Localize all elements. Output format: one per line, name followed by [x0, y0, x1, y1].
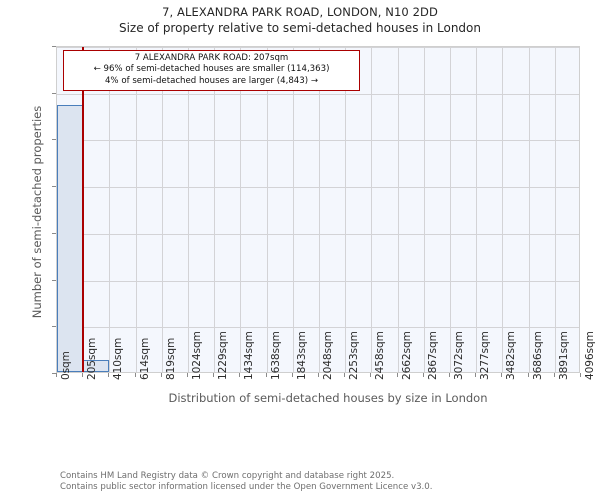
- x-axis-tick: [292, 373, 293, 377]
- x-axis-tick: [423, 373, 424, 377]
- x-axis-tick: [82, 373, 83, 377]
- y-gridline: [57, 327, 579, 328]
- annotation-line-1: 7 ALEXANDRA PARK ROAD: 207sqm: [134, 53, 289, 63]
- x-gridline: [371, 47, 372, 372]
- property-annotation-box: 7 ALEXANDRA PARK ROAD: 207sqm ← 96% of s…: [63, 50, 360, 92]
- footer-line-2: Contains public sector information licen…: [60, 482, 433, 492]
- x-axis-tick: [528, 373, 529, 377]
- plot-area: [56, 46, 580, 373]
- x-axis-tick: [554, 373, 555, 377]
- x-gridline: [319, 47, 320, 372]
- property-highlight-line: [82, 47, 85, 372]
- x-gridline: [188, 47, 189, 372]
- page-title: 7, ALEXANDRA PARK ROAD, LONDON, N10 2DD: [162, 5, 438, 19]
- x-gridline: [109, 47, 110, 372]
- x-axis-tick: [187, 373, 188, 377]
- y-gridline: [57, 140, 579, 141]
- y-gridline: [57, 281, 579, 282]
- annotation-line-2: ← 96% of semi-detached houses are smalle…: [93, 64, 330, 75]
- x-axis-tick: [56, 373, 57, 377]
- x-gridline: [398, 47, 399, 372]
- x-axis-tick: [501, 373, 502, 377]
- x-gridline: [162, 47, 163, 372]
- annotation-line-3: 4% of semi-detached houses are larger (4…: [104, 75, 319, 86]
- x-axis-tick: [239, 373, 240, 377]
- x-gridline: [529, 47, 530, 372]
- x-axis-tick-label: 4096sqm: [584, 331, 596, 380]
- x-axis-tick: [449, 373, 450, 377]
- x-gridline: [502, 47, 503, 372]
- histogram-bar: [83, 359, 110, 372]
- y-gridline: [57, 47, 579, 48]
- x-gridline: [476, 47, 477, 372]
- y-gridline: [57, 94, 579, 95]
- x-axis-tick: [213, 373, 214, 377]
- x-axis-tick: [108, 373, 109, 377]
- y-gridline: [57, 187, 579, 188]
- x-axis-tick: [475, 373, 476, 377]
- footer-attribution: Contains HM Land Registry data © Crown c…: [60, 471, 432, 493]
- x-axis-tick: [266, 373, 267, 377]
- y-axis-tick: [52, 373, 56, 374]
- y-axis-title: Number of semi-detached properties: [30, 105, 44, 319]
- x-axis-tick: [397, 373, 398, 377]
- x-axis-tick: [135, 373, 136, 377]
- x-gridline: [293, 47, 294, 372]
- x-axis-tick: [161, 373, 162, 377]
- chart-subtitle: Size of property relative to semi-detach…: [118, 21, 481, 35]
- x-gridline: [136, 47, 137, 372]
- x-gridline: [214, 47, 215, 372]
- x-axis-title: Distribution of semi-detached houses by …: [168, 391, 488, 405]
- x-gridline: [267, 47, 268, 372]
- x-gridline: [345, 47, 346, 372]
- histogram-bar: [57, 104, 84, 372]
- x-axis-tick: [344, 373, 345, 377]
- x-axis-tick: [318, 373, 319, 377]
- x-gridline: [424, 47, 425, 372]
- x-axis-tick: [370, 373, 371, 377]
- x-gridline: [450, 47, 451, 372]
- x-gridline: [240, 47, 241, 372]
- x-axis-tick: [580, 373, 581, 377]
- footer-line-1: Contains HM Land Registry data © Crown c…: [60, 471, 395, 481]
- x-gridline: [555, 47, 556, 372]
- y-gridline: [57, 234, 579, 235]
